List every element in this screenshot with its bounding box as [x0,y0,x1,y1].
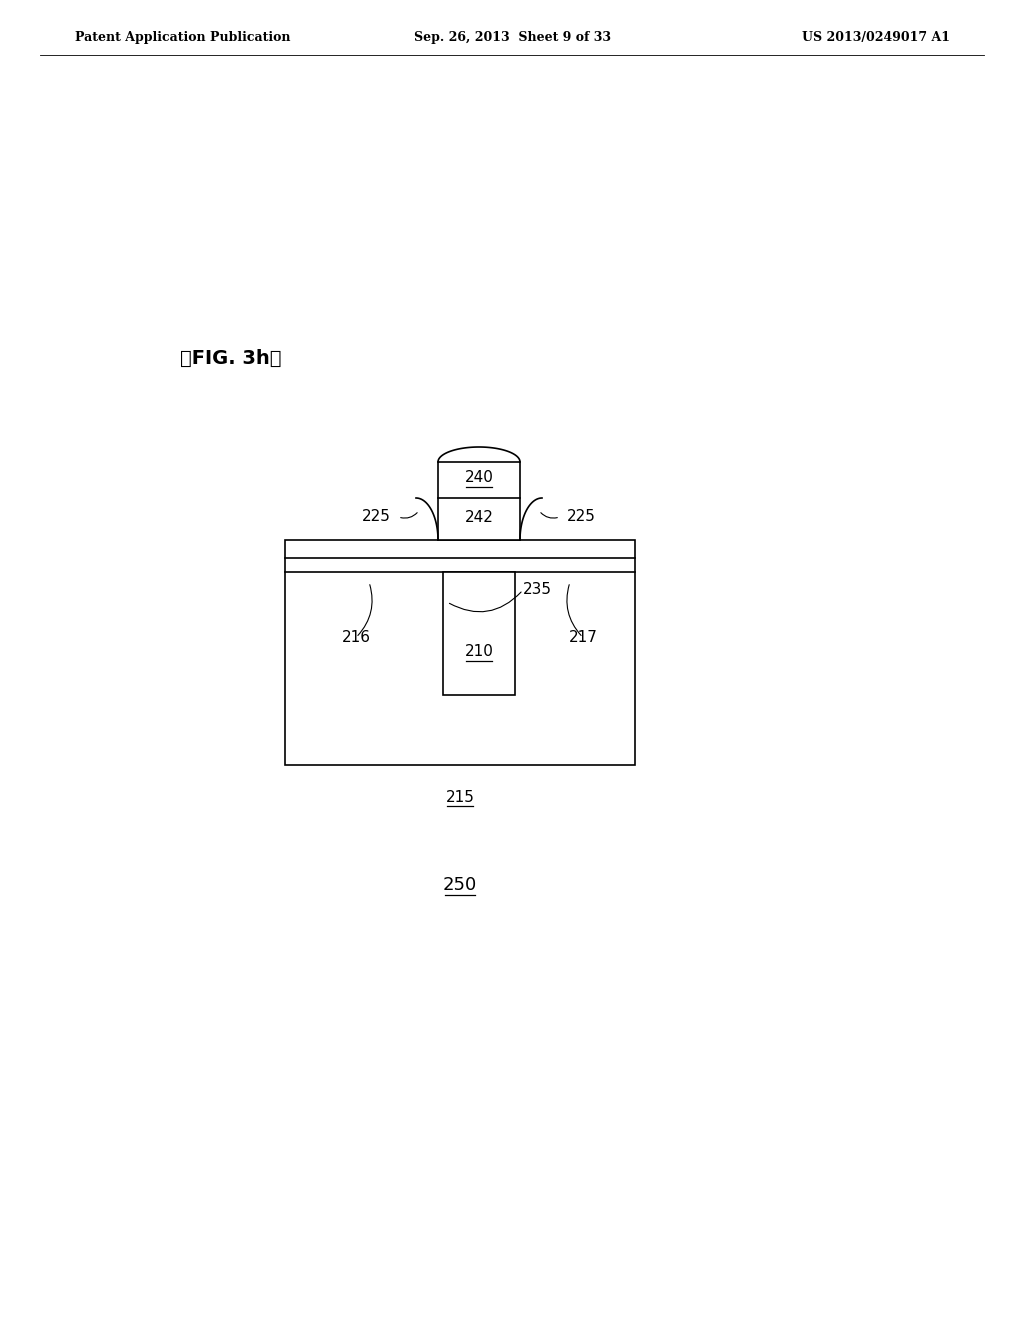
Text: 217: 217 [568,630,597,645]
Text: Patent Application Publication: Patent Application Publication [75,30,291,44]
Text: 235: 235 [523,582,552,598]
Text: 242: 242 [465,510,494,524]
Bar [438,462,520,540]
Text: 【FIG. 3h】: 【FIG. 3h】 [180,348,282,367]
Text: 216: 216 [341,630,371,645]
Text: 215: 215 [445,789,474,804]
Text: Sep. 26, 2013  Sheet 9 of 33: Sep. 26, 2013 Sheet 9 of 33 [414,30,610,44]
Bar [443,572,515,696]
Text: 225: 225 [567,510,596,524]
Text: 225: 225 [362,510,391,524]
Text: 240: 240 [465,470,494,486]
Text: 210: 210 [465,644,494,660]
Text: US 2013/0249017 A1: US 2013/0249017 A1 [802,30,950,44]
Bar [285,540,635,766]
Text: 250: 250 [442,876,477,894]
